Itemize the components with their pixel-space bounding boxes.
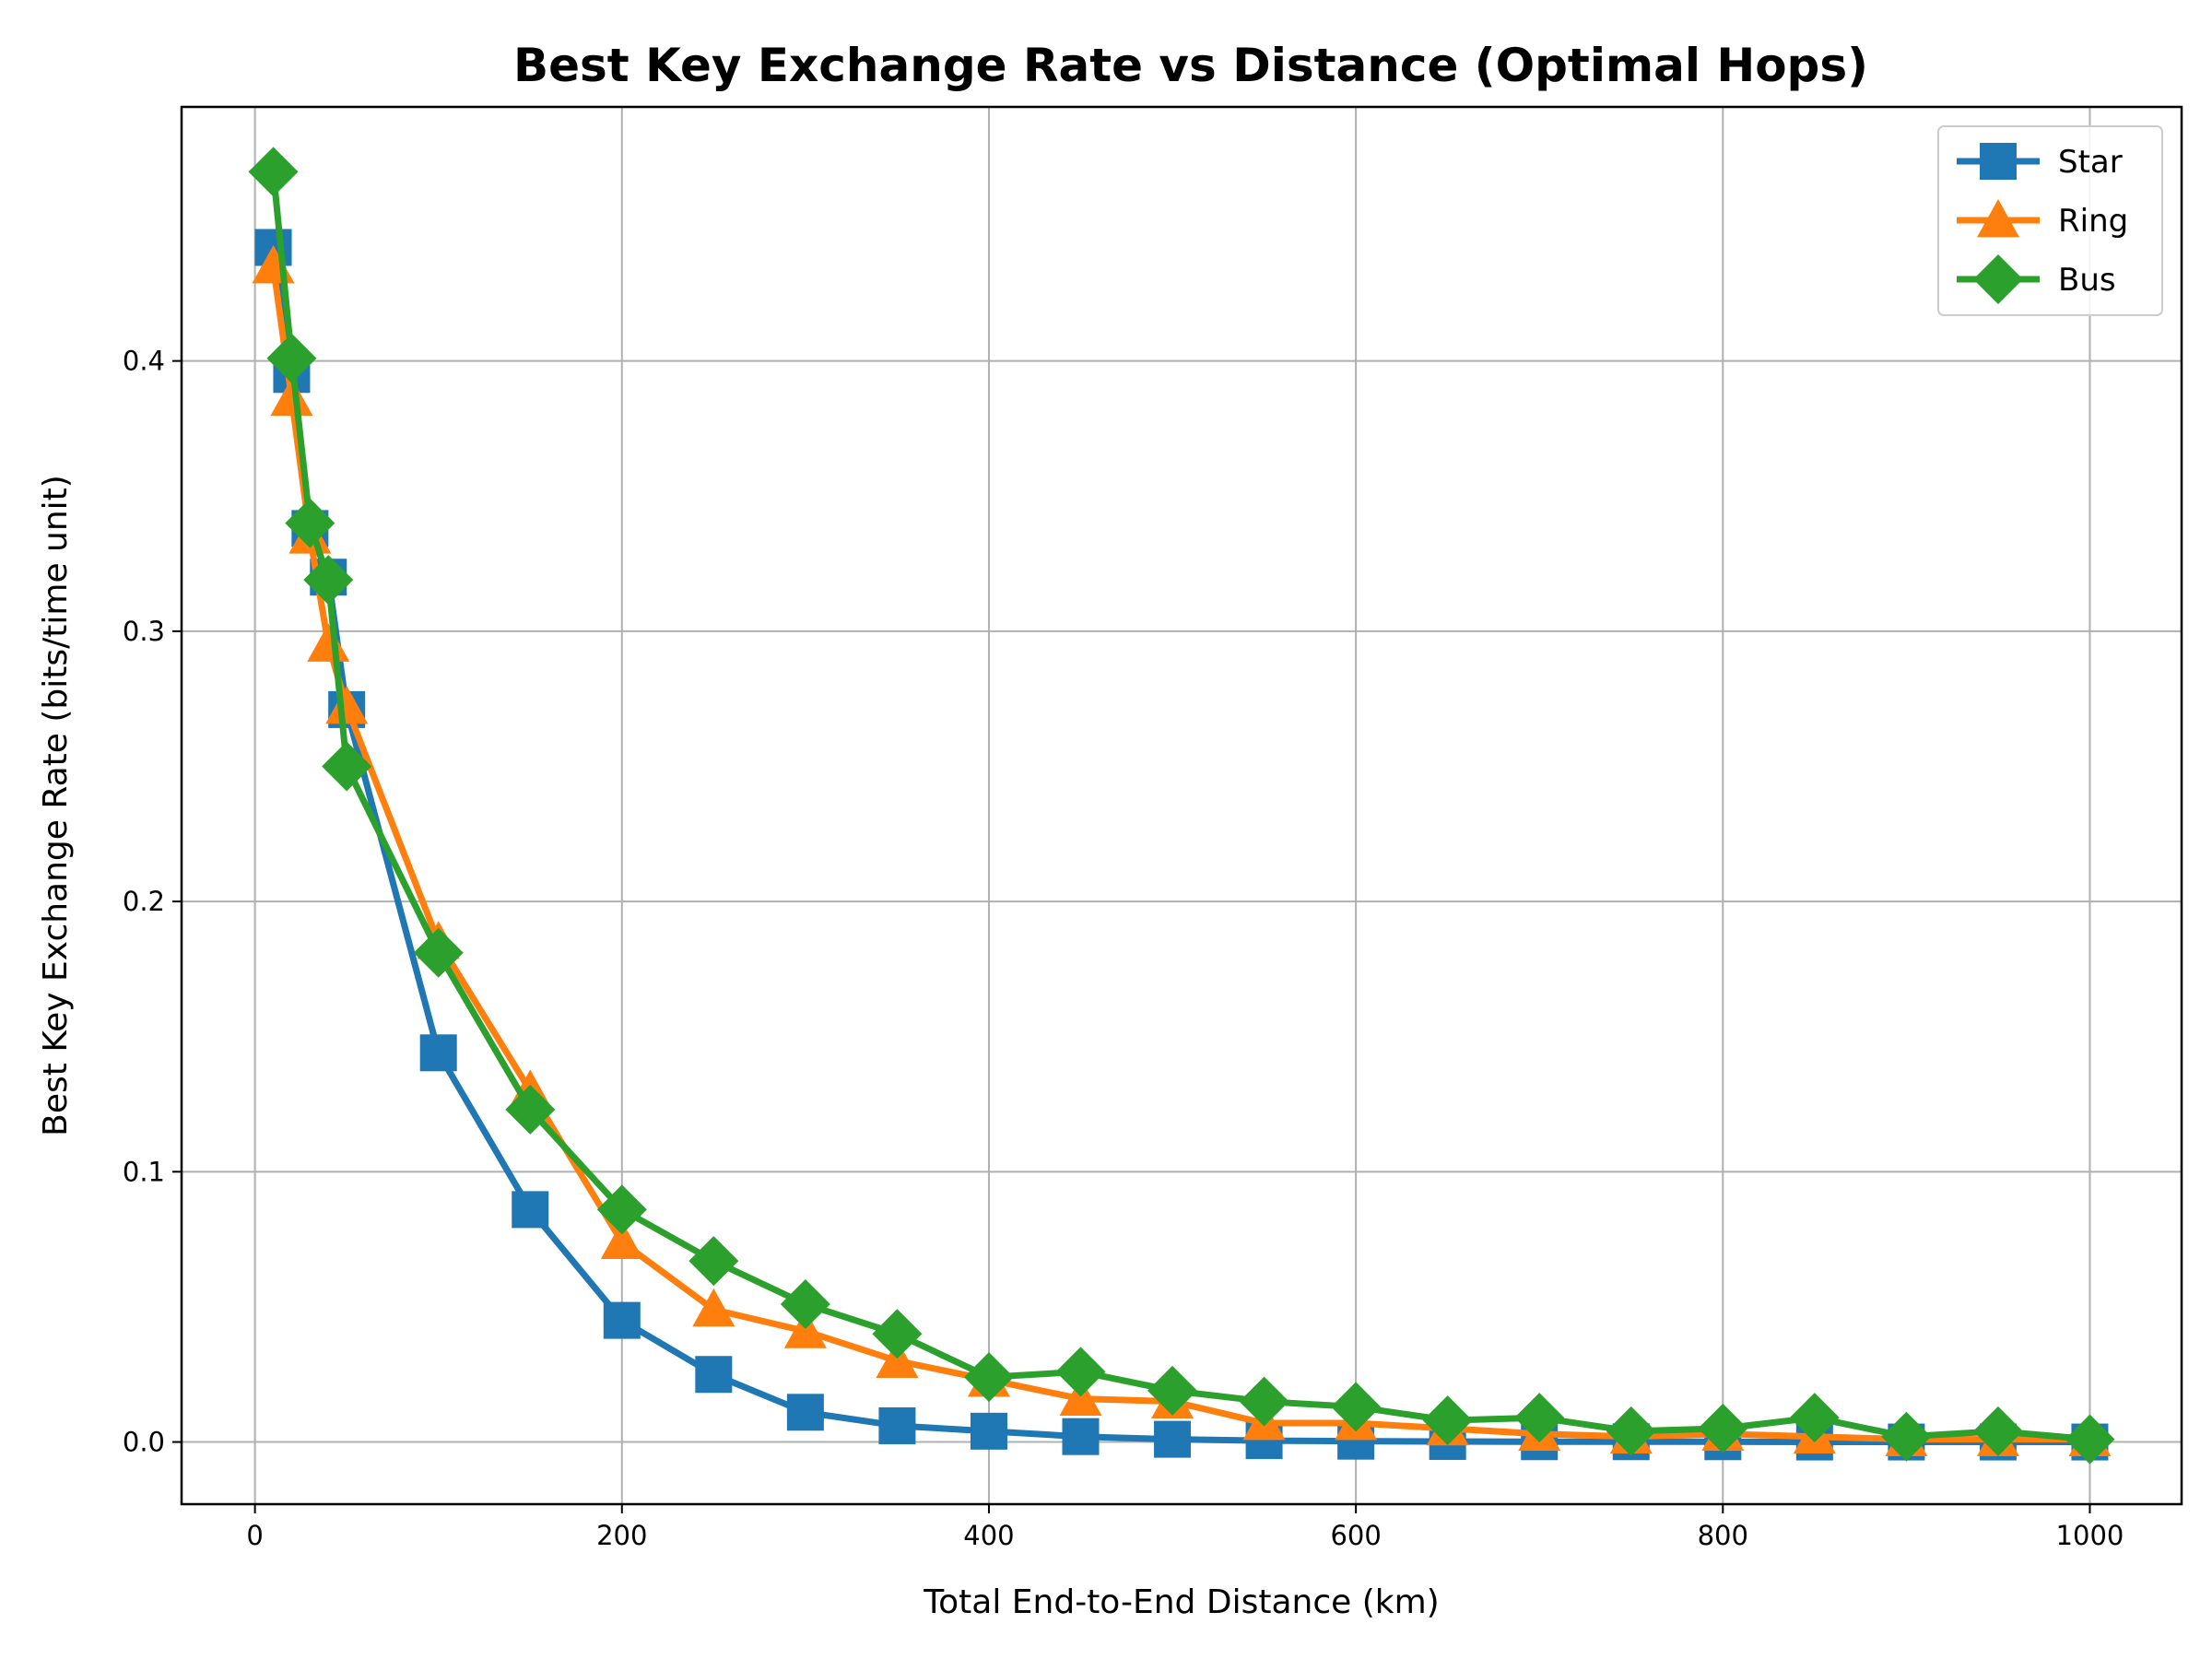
data-point-star [1154, 1420, 1192, 1458]
data-point-bus [303, 555, 354, 606]
legend-marker-star [1980, 143, 2017, 180]
x-tick-label: 800 [1698, 1520, 1748, 1551]
grid [182, 107, 2182, 1504]
data-point-ring [692, 1288, 735, 1327]
series-bus [248, 147, 2115, 1465]
data-point-ring [307, 623, 350, 662]
y-tick-label: 0.1 [123, 1156, 165, 1187]
data-point-bus [1789, 1393, 1840, 1443]
legend-entry-ring: Ring [1957, 199, 2128, 240]
x-tick-label: 1000 [2056, 1520, 2124, 1551]
data-point-bus [688, 1236, 739, 1287]
data-point-bus [505, 1084, 556, 1135]
data-point-bus [248, 147, 299, 197]
data-point-bus [1331, 1382, 1382, 1432]
legend-marker-bus [1973, 254, 2023, 304]
y-tick-label: 0.2 [123, 886, 165, 917]
data-point-star [786, 1394, 824, 1431]
data-point-star [1062, 1418, 1100, 1455]
data-point-bus [1606, 1406, 1656, 1456]
data-point-bus [285, 498, 335, 548]
y-axis-label: Best Key Exchange Rate (bits/time unit) [37, 475, 75, 1136]
y-tick-label: 0.3 [123, 616, 165, 647]
data-point-bus [780, 1279, 830, 1330]
data-point-bus [1147, 1365, 1198, 1416]
data-point-bus [1514, 1393, 1565, 1443]
data-point-bus [1239, 1376, 1289, 1427]
legend-entry-bus: Bus [1957, 254, 2116, 304]
data-point-star [603, 1301, 641, 1339]
data-point-bus [1972, 1406, 2023, 1456]
legend-label-star: Star [2058, 144, 2123, 181]
x-tick-label: 600 [1330, 1520, 1381, 1551]
plot-frame [180, 105, 2183, 1506]
data-point-bus [872, 1309, 923, 1359]
y-tick-label: 0.4 [123, 346, 165, 377]
data-point-ring [1059, 1377, 1102, 1417]
data-point-bus [2065, 1414, 2115, 1465]
data-point-bus [413, 927, 464, 978]
data-point-star [512, 1191, 549, 1229]
data-point-star [970, 1412, 1007, 1450]
data-point-star [695, 1356, 733, 1394]
x-tick-label: 0 [246, 1520, 263, 1551]
chart-title: Best Key Exchange Rate vs Distance (Opti… [513, 39, 1868, 92]
data-point-star [878, 1406, 916, 1444]
data-point-bus [1698, 1403, 1748, 1453]
legend-label-ring: Ring [2058, 203, 2128, 240]
data-point-ring [600, 1220, 643, 1259]
data-point-bus [1055, 1347, 1106, 1397]
x-tick-label: 400 [963, 1520, 1014, 1551]
data-point-bus [963, 1352, 1014, 1403]
legend: Star Ring Bus [1937, 125, 2163, 316]
data-point-ring [876, 1339, 919, 1378]
data-point-ring [270, 377, 313, 417]
data-point-bus [1422, 1395, 1473, 1446]
data-point-bus [596, 1184, 647, 1235]
data-point-star [419, 1034, 457, 1072]
data-point-bus [1881, 1411, 1932, 1462]
legend-entry-star: Star [1957, 143, 2123, 181]
y-tick-label: 0.0 [123, 1427, 165, 1458]
data-point-ring [783, 1310, 827, 1348]
data-point-bus [266, 333, 317, 383]
legend-label-bus: Bus [2058, 262, 2116, 299]
axis-ticks: 0 200 400 600 800 1000 0.0 0.1 0.2 0.3 0.4 [123, 346, 2124, 1551]
data-point-ring [325, 685, 369, 724]
x-axis-label: Total End-to-End Distance (km) [923, 1583, 1439, 1621]
data-point-bus [322, 741, 372, 792]
series-group [248, 147, 2115, 1465]
legend-marker-ring [1977, 199, 2019, 238]
x-tick-label: 200 [596, 1520, 647, 1551]
